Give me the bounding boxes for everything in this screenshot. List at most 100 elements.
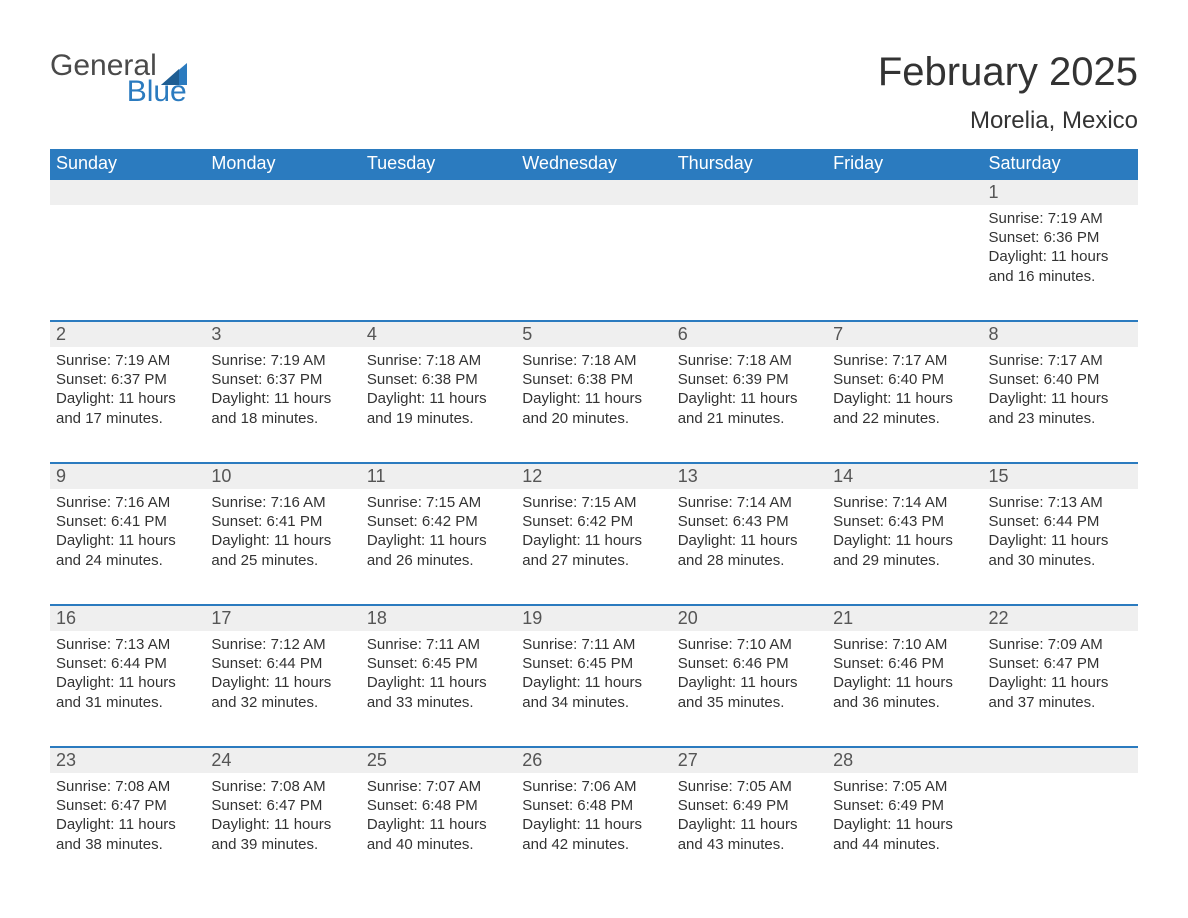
day-number-row: . (983, 748, 1138, 773)
day-body: Sunrise: 7:19 AMSunset: 6:37 PMDaylight:… (205, 347, 360, 428)
day-number: 2 (56, 324, 66, 344)
page-title: February 2025 (878, 50, 1138, 95)
day-body: Sunrise: 7:05 AMSunset: 6:49 PMDaylight:… (827, 773, 982, 854)
daylight-text: Daylight: 11 hours and 28 minutes. (678, 531, 821, 569)
day-number-row: 1 (983, 180, 1138, 205)
calendar-day: 8Sunrise: 7:17 AMSunset: 6:40 PMDaylight… (983, 322, 1138, 440)
logo: General Blue (50, 50, 187, 107)
day-number-row: 19 (516, 606, 671, 631)
day-body: Sunrise: 7:18 AMSunset: 6:38 PMDaylight:… (516, 347, 671, 428)
calendar-day: 24Sunrise: 7:08 AMSunset: 6:47 PMDayligh… (205, 748, 360, 866)
sunset-text: Sunset: 6:46 PM (833, 654, 976, 673)
daylight-text: Daylight: 11 hours and 40 minutes. (367, 815, 510, 853)
calendar-day: 12Sunrise: 7:15 AMSunset: 6:42 PMDayligh… (516, 464, 671, 582)
daylight-text: Daylight: 11 hours and 29 minutes. (833, 531, 976, 569)
daylight-text: Daylight: 11 hours and 32 minutes. (211, 673, 354, 711)
week-row: 9 Sunrise: 7:16 AMSunset: 6:41 PMDaylight… (50, 462, 1138, 582)
daylight-text: Daylight: 11 hours and 35 minutes. (678, 673, 821, 711)
day-number: 27 (678, 750, 698, 770)
sunset-text: Sunset: 6:42 PM (367, 512, 510, 531)
day-number-row: 22 (983, 606, 1138, 631)
week-row: 16Sunrise: 7:13 AMSunset: 6:44 PMDayligh… (50, 604, 1138, 724)
day-number: 14 (833, 466, 853, 486)
day-body: Sunrise: 7:13 AMSunset: 6:44 PMDaylight:… (50, 631, 205, 712)
day-number: 22 (989, 608, 1009, 628)
day-number: 18 (367, 608, 387, 628)
daylight-text: Daylight: 11 hours and 23 minutes. (989, 389, 1132, 427)
calendar-day-empty: . (672, 180, 827, 298)
sunrise-text: Sunrise: 7:11 AM (522, 635, 665, 654)
sunrise-text: Sunrise: 7:11 AM (367, 635, 510, 654)
day-number: 12 (522, 466, 542, 486)
week-gap (50, 582, 1138, 604)
day-body: Sunrise: 7:16 AMSunset: 6:41 PMDaylight:… (50, 489, 205, 570)
day-number-row: 23 (50, 748, 205, 773)
sunrise-text: Sunrise: 7:13 AM (989, 493, 1132, 512)
sunset-text: Sunset: 6:38 PM (367, 370, 510, 389)
day-number-row: . (361, 180, 516, 205)
day-number-row: 27 (672, 748, 827, 773)
calendar-day-empty: . (516, 180, 671, 298)
day-number-row: 26 (516, 748, 671, 773)
sunset-text: Sunset: 6:38 PM (522, 370, 665, 389)
day-body: Sunrise: 7:18 AMSunset: 6:39 PMDaylight:… (672, 347, 827, 428)
day-body: Sunrise: 7:07 AMSunset: 6:48 PMDaylight:… (361, 773, 516, 854)
daylight-text: Daylight: 11 hours and 25 minutes. (211, 531, 354, 569)
day-number-row: 8 (983, 322, 1138, 347)
header: General Blue February 2025 Morelia, Mexi… (50, 50, 1138, 135)
day-number: 10 (211, 466, 231, 486)
calendar-day-empty: . (361, 180, 516, 298)
day-number: 3 (211, 324, 221, 344)
day-number-row: 16 (50, 606, 205, 631)
daylight-text: Daylight: 11 hours and 27 minutes. (522, 531, 665, 569)
sunrise-text: Sunrise: 7:16 AM (56, 493, 199, 512)
daylight-text: Daylight: 11 hours and 20 minutes. (522, 389, 665, 427)
day-body: Sunrise: 7:09 AMSunset: 6:47 PMDaylight:… (983, 631, 1138, 712)
weekday-header-row: SundayMondayTuesdayWednesdayThursdayFrid… (50, 149, 1138, 180)
day-number: 23 (56, 750, 76, 770)
day-body: Sunrise: 7:10 AMSunset: 6:46 PMDaylight:… (827, 631, 982, 712)
sunset-text: Sunset: 6:44 PM (211, 654, 354, 673)
sunrise-text: Sunrise: 7:18 AM (522, 351, 665, 370)
sunrise-text: Sunrise: 7:05 AM (833, 777, 976, 796)
calendar-day: 20Sunrise: 7:10 AMSunset: 6:46 PMDayligh… (672, 606, 827, 724)
weekday-header: Sunday (50, 149, 205, 180)
sunrise-text: Sunrise: 7:16 AM (211, 493, 354, 512)
daylight-text: Daylight: 11 hours and 24 minutes. (56, 531, 199, 569)
title-block: February 2025 Morelia, Mexico (878, 50, 1138, 135)
sunset-text: Sunset: 6:36 PM (989, 228, 1132, 247)
calendar-day: 16Sunrise: 7:13 AMSunset: 6:44 PMDayligh… (50, 606, 205, 724)
day-number-row: 5 (516, 322, 671, 347)
day-number-row: 9 (50, 464, 205, 489)
day-number-row: 12 (516, 464, 671, 489)
day-body: Sunrise: 7:17 AMSunset: 6:40 PMDaylight:… (827, 347, 982, 428)
sunrise-text: Sunrise: 7:18 AM (367, 351, 510, 370)
sunset-text: Sunset: 6:44 PM (56, 654, 199, 673)
daylight-text: Daylight: 11 hours and 31 minutes. (56, 673, 199, 711)
day-number: 8 (989, 324, 999, 344)
day-number: 17 (211, 608, 231, 628)
sunset-text: Sunset: 6:47 PM (56, 796, 199, 815)
day-number-row: . (50, 180, 205, 205)
day-body: Sunrise: 7:19 AMSunset: 6:36 PMDaylight:… (983, 205, 1138, 286)
day-body: Sunrise: 7:18 AMSunset: 6:38 PMDaylight:… (361, 347, 516, 428)
daylight-text: Daylight: 11 hours and 39 minutes. (211, 815, 354, 853)
sunrise-text: Sunrise: 7:09 AM (989, 635, 1132, 654)
day-number: 19 (522, 608, 542, 628)
calendar-day: 14Sunrise: 7:14 AMSunset: 6:43 PMDayligh… (827, 464, 982, 582)
day-body: Sunrise: 7:14 AMSunset: 6:43 PMDaylight:… (672, 489, 827, 570)
location-subtitle: Morelia, Mexico (878, 107, 1138, 135)
sunrise-text: Sunrise: 7:19 AM (56, 351, 199, 370)
sunrise-text: Sunrise: 7:19 AM (211, 351, 354, 370)
daylight-text: Daylight: 11 hours and 33 minutes. (367, 673, 510, 711)
sunset-text: Sunset: 6:48 PM (522, 796, 665, 815)
daylight-text: Daylight: 11 hours and 37 minutes. (989, 673, 1132, 711)
day-number-row: 10 (205, 464, 360, 489)
day-body: Sunrise: 7:11 AMSunset: 6:45 PMDaylight:… (516, 631, 671, 712)
calendar-day: 21Sunrise: 7:10 AMSunset: 6:46 PMDayligh… (827, 606, 982, 724)
day-number: 9 (56, 466, 66, 486)
day-number-row: 24 (205, 748, 360, 773)
weeks-container: ......1Sunrise: 7:19 AMSunset: 6:36 PMDa… (50, 180, 1138, 866)
daylight-text: Daylight: 11 hours and 36 minutes. (833, 673, 976, 711)
sunrise-text: Sunrise: 7:08 AM (211, 777, 354, 796)
